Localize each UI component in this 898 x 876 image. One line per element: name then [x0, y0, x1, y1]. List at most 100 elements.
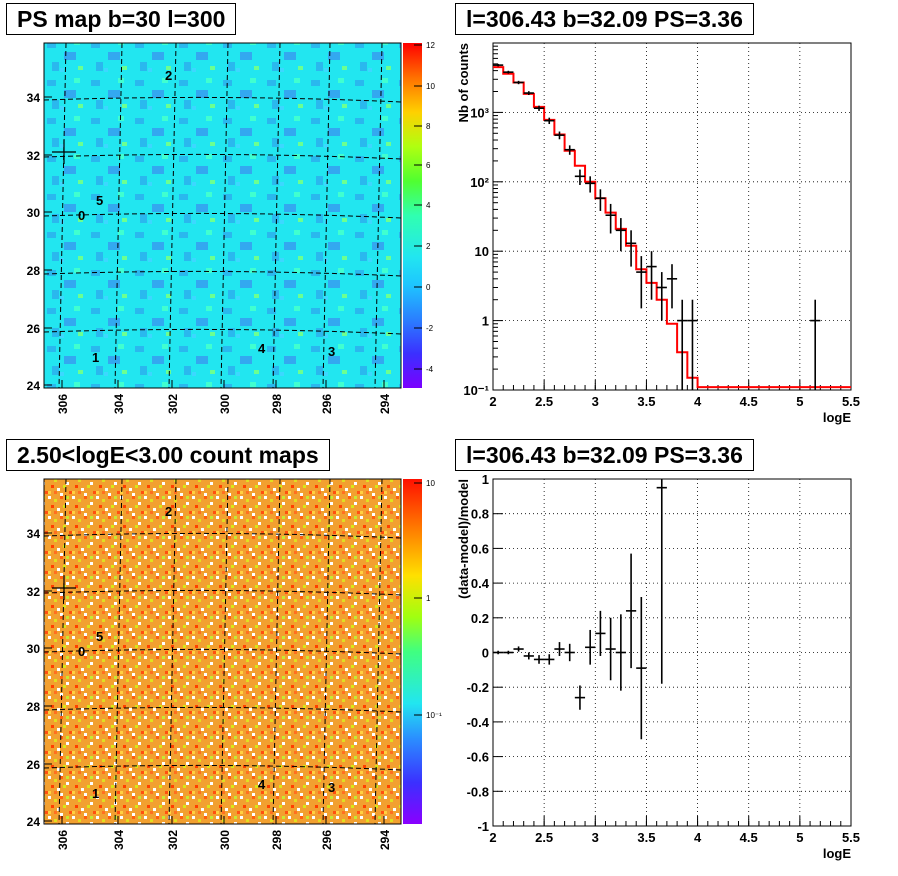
colorbar-tick-label: 8 — [426, 122, 431, 131]
spectrum-frame — [492, 42, 852, 391]
x-tick-label: 3 — [592, 830, 599, 845]
residual-title: l=306.43 b=32.09 PS=3.36 — [455, 439, 754, 471]
y-tick-label: -0.2 — [467, 680, 489, 695]
residual-point — [615, 614, 626, 691]
residual-point — [533, 655, 545, 664]
residual-point — [595, 610, 606, 656]
data-point — [503, 70, 514, 74]
residual-point — [585, 629, 596, 665]
source-label: 4 — [258, 341, 266, 356]
residual-point — [636, 596, 647, 740]
count-map-svg: 2 50 1 4 3 10 1 10⁻¹ 24 26 28 30 32 34 306 304 302 300 2… — [27, 478, 442, 850]
residual-point — [574, 685, 586, 710]
colorbar-tick-label: 2 — [426, 242, 431, 251]
colorbar-tick-label: 10 — [426, 479, 435, 488]
grid-latitude-line — [43, 212, 402, 219]
colorbar-tick-label: 10⁻¹ — [426, 711, 442, 720]
x-tick-label: 4 — [694, 830, 702, 845]
y-tick-label: 32 — [27, 149, 41, 163]
y-tick-label: 24 — [27, 815, 41, 829]
grid-latitude-line — [43, 532, 402, 539]
y-tick-label: 24 — [27, 379, 41, 393]
x-axis-title: logE — [823, 410, 851, 425]
grid-latitude-line — [43, 764, 402, 771]
residual-point — [605, 617, 616, 681]
source-crosshair-icon — [52, 576, 76, 600]
y-tick-label: 32 — [27, 585, 41, 599]
data-point — [554, 131, 565, 140]
grid-longitude-line — [114, 42, 123, 389]
y-tick-label: 0.2 — [471, 611, 489, 626]
x-tick-label: 3 — [592, 394, 599, 409]
data-point — [533, 105, 545, 111]
residual-point — [513, 646, 524, 652]
spectrum-panel: 2 2.5 3 3.5 4 4.5 5 5.5 10⁻¹ 1 10 10² 10³ logE Nb of c… — [449, 0, 898, 435]
ps-map-colorbar — [403, 43, 422, 388]
x-tick-label: 5.5 — [842, 394, 860, 409]
model-step-line — [493, 66, 851, 389]
spectrum-chart: 2 2.5 3 3.5 4 4.5 5 5.5 10⁻¹ 1 10 10² 10³ logE Nb of c… — [456, 42, 860, 425]
colorbar-tick-label: -2 — [426, 324, 434, 333]
y-tick-label: 0.6 — [471, 541, 489, 556]
x-tick-label: 296 — [320, 830, 334, 850]
ps-map-colorbar-ticks: 12 10 8 6 4 2 0 -2 -4 — [414, 41, 435, 374]
y-tick-label: -0.4 — [467, 715, 490, 730]
data-point — [595, 189, 606, 211]
source-label: 5 — [96, 193, 103, 208]
data-point — [656, 272, 667, 321]
x-tick-label: 306 — [56, 830, 70, 850]
grid-longitude-line — [374, 42, 383, 389]
source-label: 4 — [258, 777, 266, 792]
residual-panel: 2 2.5 3 3.5 4 4.5 5 5.5 -1 -0.8 -0.6 -0.4 -0.2 0 0.2 0.… — [449, 436, 898, 871]
x-tick-label: 2.5 — [535, 830, 553, 845]
x-tick-label: 5 — [796, 394, 803, 409]
colorbar-tick-label: 6 — [426, 161, 431, 170]
residual-chart: 2 2.5 3 3.5 4 4.5 5 5.5 -1 -0.8 -0.6 -0.4 -0.2 0 0.2 0.… — [456, 472, 860, 861]
grid-longitude-line — [168, 478, 177, 825]
grid-latitude-line — [43, 589, 402, 596]
y-tick-label: 26 — [27, 758, 41, 772]
ps-map-area — [44, 43, 401, 388]
data-point — [605, 203, 616, 234]
source-label: 3 — [328, 344, 335, 359]
x-tick-label: 4 — [694, 394, 702, 409]
data-point — [625, 230, 637, 267]
x-tick-label: 3.5 — [637, 394, 655, 409]
count-map-grid-overlay: 2 50 1 4 3 — [43, 478, 402, 825]
data-point — [810, 299, 821, 390]
x-tick-label: 298 — [270, 394, 284, 414]
y-tick-label: 0.4 — [471, 576, 490, 591]
grid-longitude-line — [58, 42, 67, 389]
grid-longitude-line — [374, 478, 383, 825]
y-tick-label: -0.6 — [467, 750, 489, 765]
y-tick-label: 34 — [27, 91, 41, 105]
residual-point — [523, 652, 534, 660]
residual-grid — [492, 478, 852, 827]
x-axis-title: logE — [823, 846, 851, 861]
source-label: 1 — [92, 786, 99, 801]
x-tick-label: 296 — [320, 394, 334, 414]
data-point — [513, 80, 524, 85]
data-point — [666, 264, 678, 309]
grid-longitude-line — [322, 42, 331, 389]
grid-latitude-line — [43, 153, 402, 160]
x-tick-label: 2 — [489, 394, 496, 409]
source-label: 0 — [78, 644, 85, 659]
grid-longitude-line — [58, 478, 67, 825]
x-tick-label: 2.5 — [535, 394, 553, 409]
y-tick-label: 30 — [27, 206, 41, 220]
grid-longitude-line — [272, 42, 281, 389]
data-point — [523, 91, 534, 96]
source-label: 2 — [165, 68, 172, 83]
residual-point — [554, 642, 565, 656]
x-tick-label: 298 — [270, 830, 284, 850]
grid-latitude-line — [43, 706, 402, 713]
y-axis-title: (data-model)/model — [456, 479, 471, 599]
spectrum-title: l=306.43 b=32.09 PS=3.36 — [455, 3, 754, 35]
source-label: 0 — [78, 208, 85, 223]
residual-point — [656, 479, 667, 684]
grid-longitude-line — [220, 478, 229, 825]
